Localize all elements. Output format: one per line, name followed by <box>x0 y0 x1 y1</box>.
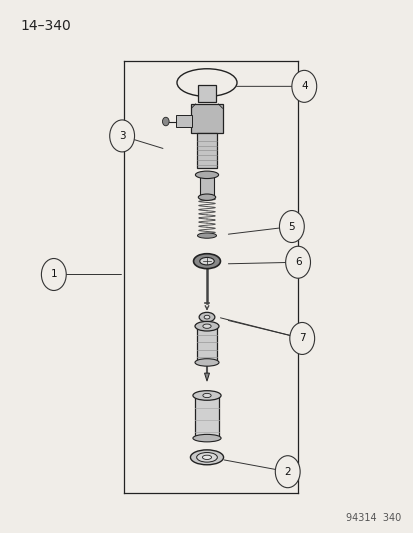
FancyBboxPatch shape <box>196 326 217 362</box>
Circle shape <box>109 120 134 152</box>
Ellipse shape <box>202 324 211 328</box>
Circle shape <box>41 259 66 290</box>
Circle shape <box>162 117 169 126</box>
Ellipse shape <box>199 312 214 322</box>
Ellipse shape <box>198 194 215 200</box>
Circle shape <box>275 456 299 488</box>
Polygon shape <box>204 373 209 381</box>
Text: 7: 7 <box>298 334 305 343</box>
FancyBboxPatch shape <box>194 395 219 438</box>
Text: 1: 1 <box>50 270 57 279</box>
Circle shape <box>291 70 316 102</box>
Circle shape <box>289 322 314 354</box>
Circle shape <box>279 211 304 243</box>
Ellipse shape <box>195 321 218 331</box>
FancyBboxPatch shape <box>197 133 216 168</box>
Circle shape <box>285 246 310 278</box>
Ellipse shape <box>190 450 223 465</box>
Text: 2: 2 <box>284 467 290 477</box>
Text: 94314  340: 94314 340 <box>346 513 401 523</box>
Ellipse shape <box>204 315 209 319</box>
Ellipse shape <box>177 69 236 96</box>
FancyBboxPatch shape <box>197 85 216 102</box>
FancyBboxPatch shape <box>176 115 192 127</box>
Ellipse shape <box>195 359 218 366</box>
Text: 3: 3 <box>119 131 125 141</box>
Text: 4: 4 <box>300 82 307 91</box>
Ellipse shape <box>197 233 216 238</box>
Ellipse shape <box>195 171 218 179</box>
Ellipse shape <box>202 455 211 459</box>
Text: 6: 6 <box>294 257 301 267</box>
Text: 14–340: 14–340 <box>21 19 71 33</box>
Ellipse shape <box>192 434 221 442</box>
Ellipse shape <box>193 254 220 269</box>
Ellipse shape <box>196 453 217 462</box>
Ellipse shape <box>192 391 221 400</box>
FancyBboxPatch shape <box>200 175 213 197</box>
Text: 5: 5 <box>288 222 294 231</box>
FancyBboxPatch shape <box>191 104 222 133</box>
Ellipse shape <box>202 393 211 398</box>
Ellipse shape <box>199 257 214 265</box>
